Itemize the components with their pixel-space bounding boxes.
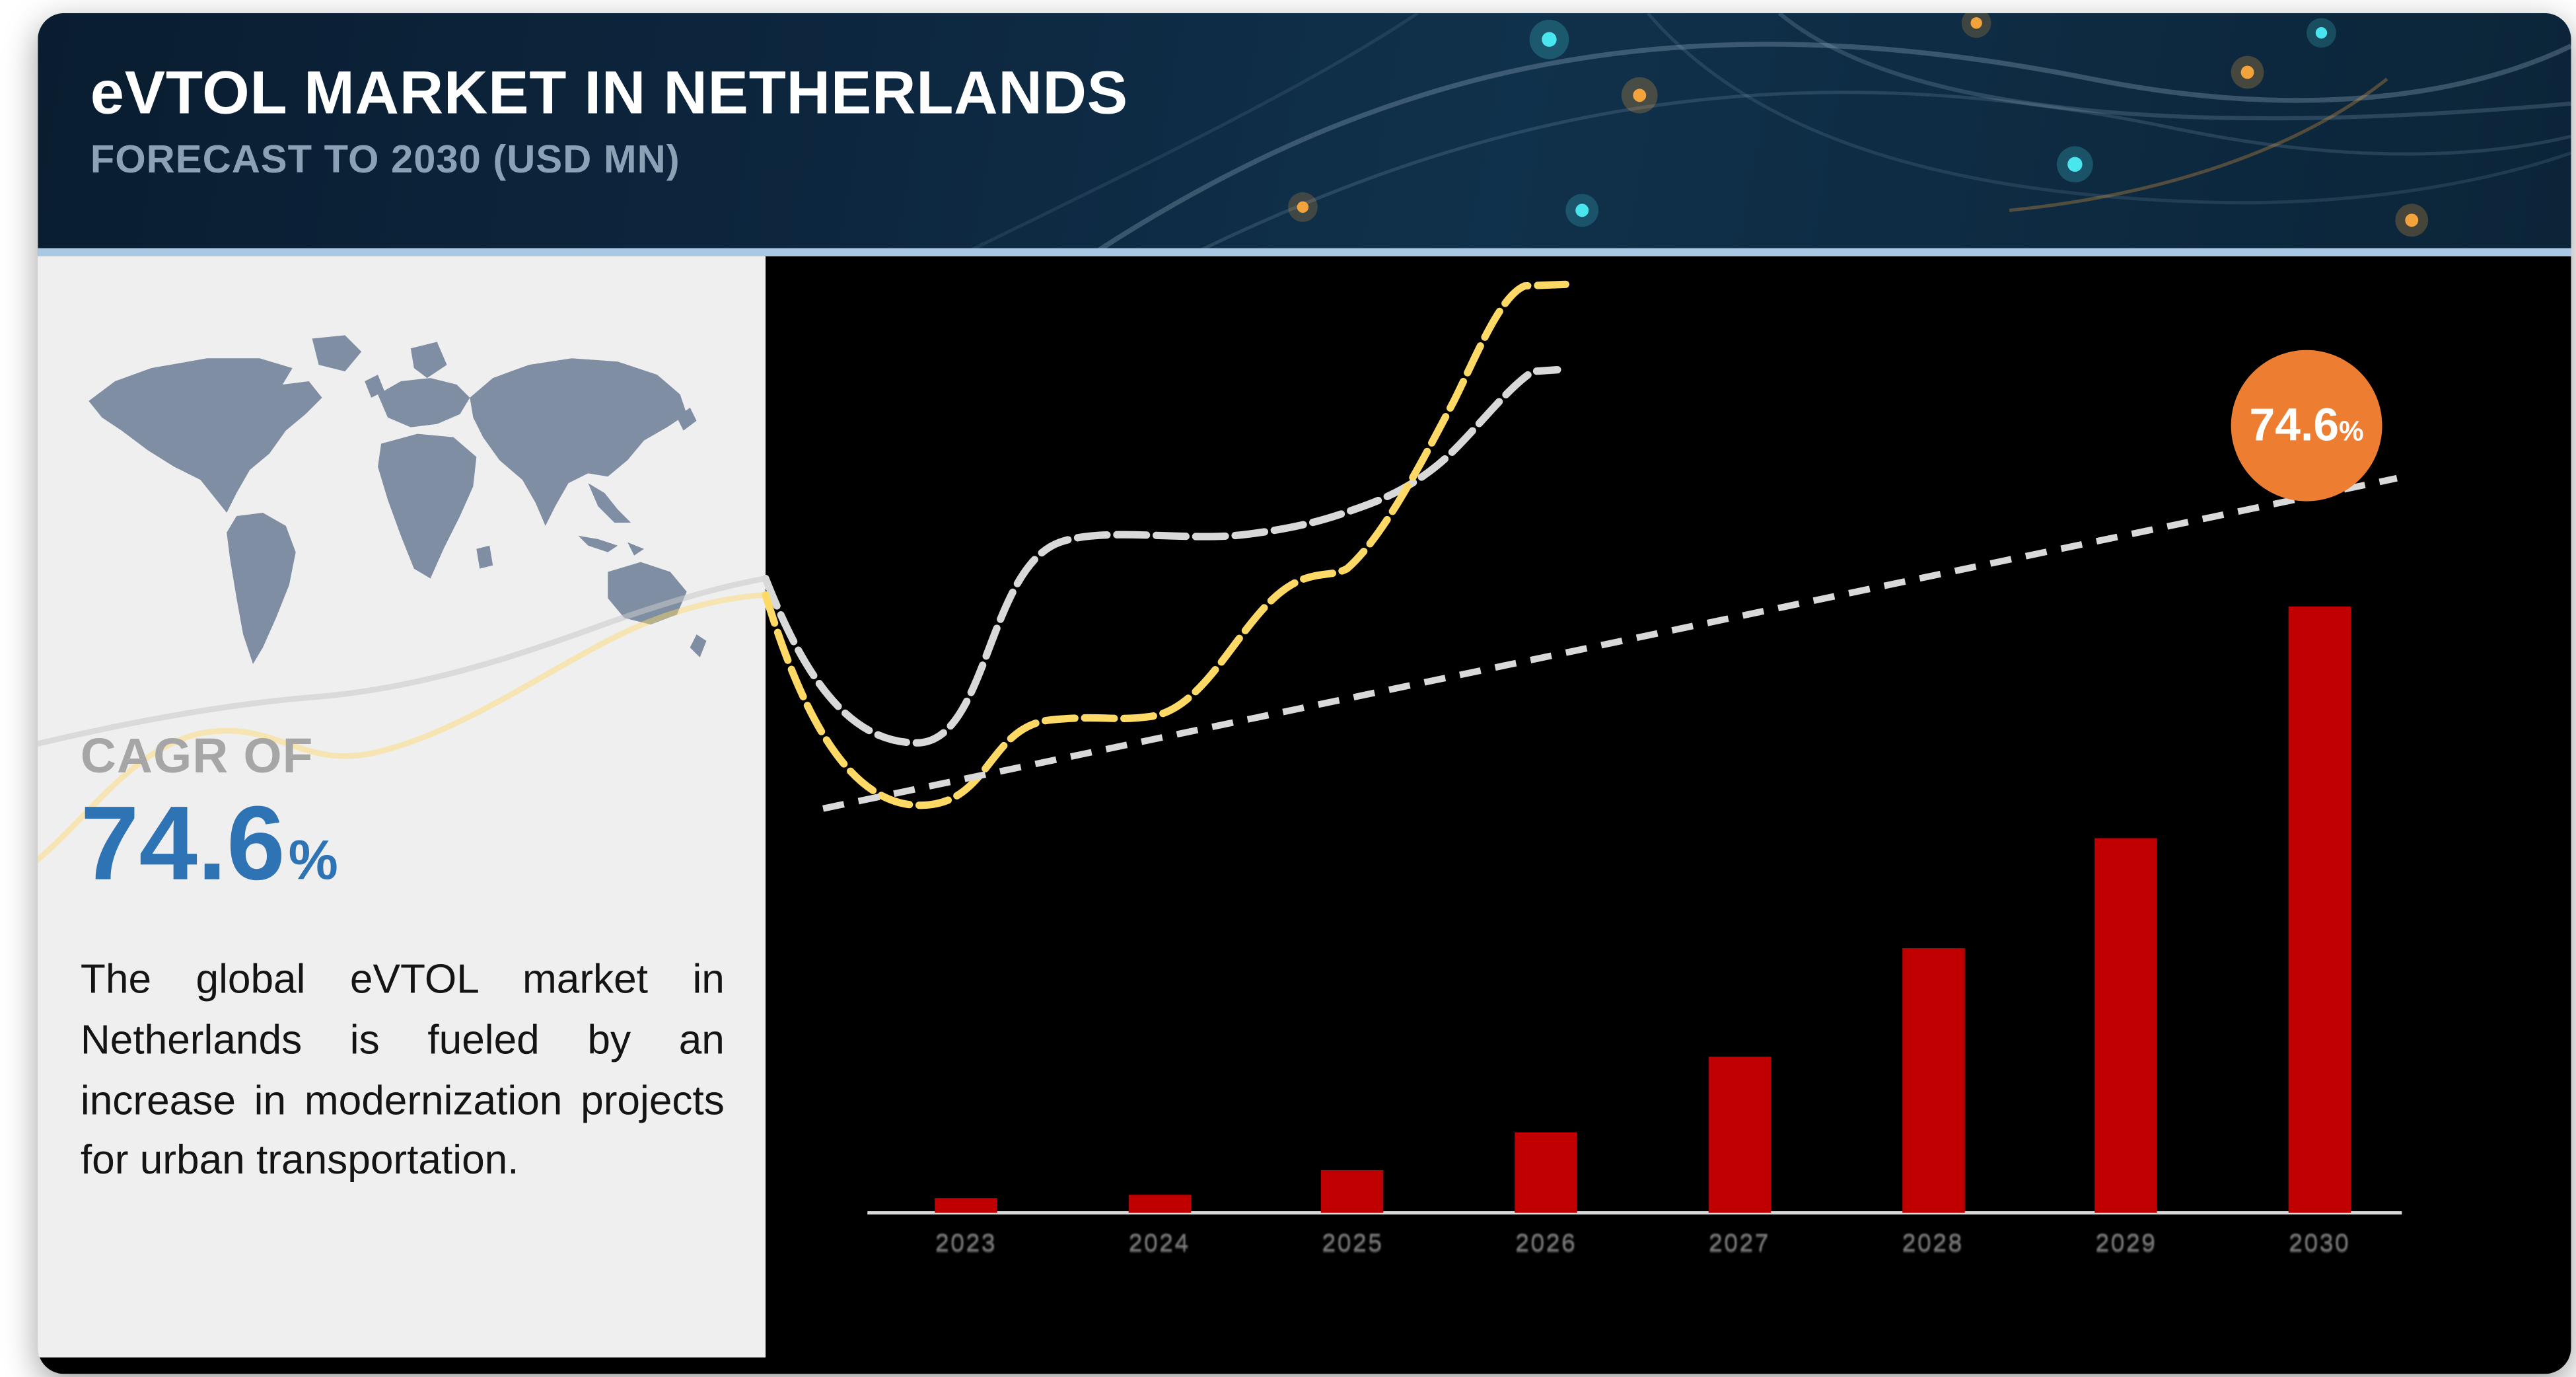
bar-2028 [1901,948,1964,1213]
cagr-callout-bubble: 74.6 % [2231,350,2382,502]
bar-2024 [1127,1195,1191,1213]
bar-2029 [2094,838,2158,1213]
callout-value: 74.6 [2249,399,2340,451]
x-axis-label: 2023 [935,1229,997,1257]
cagr-unit: % [288,830,338,893]
infographic-card: eVTOL MARKET IN NETHERLANDS FORECAST TO … [38,13,2571,1374]
x-axis-label: 2026 [1515,1229,1577,1257]
bottom-strip [38,1357,2571,1374]
header-accent-strip [38,248,2571,257]
glow-dots-cyan [1529,18,2336,227]
x-axis-label: 2030 [2289,1229,2351,1257]
page-title: eVTOL MARKET IN NETHERLANDS [90,59,1128,127]
page-subtitle: FORECAST TO 2030 (USD MN) [90,137,680,182]
bar-2030 [2288,606,2351,1213]
cagr-block: CAGR OF 74.6 % [81,729,338,899]
glow-dots-orange [1288,13,2429,237]
bar-2023 [935,1198,997,1213]
bar-2027 [1708,1057,1771,1213]
callout-unit: % [2339,415,2364,447]
bar-2026 [1515,1132,1577,1213]
x-axis-label: 2024 [1128,1229,1190,1257]
description-text: The global eVTOL market in Netherlands i… [80,956,725,1184]
world-map [65,325,723,703]
cagr-value: 74.6 [80,784,285,903]
header: eVTOL MARKET IN NETHERLANDS FORECAST TO … [38,13,2571,257]
bar-2025 [1321,1170,1384,1213]
x-axis-label: 2029 [2095,1229,2157,1257]
x-axis-label: 2025 [1322,1229,1384,1257]
x-axis-line [867,1211,2402,1215]
x-axis-label: 2028 [1902,1229,1964,1257]
cagr-label: CAGR OF [80,729,314,784]
x-axis-label: 2027 [1709,1229,1770,1257]
